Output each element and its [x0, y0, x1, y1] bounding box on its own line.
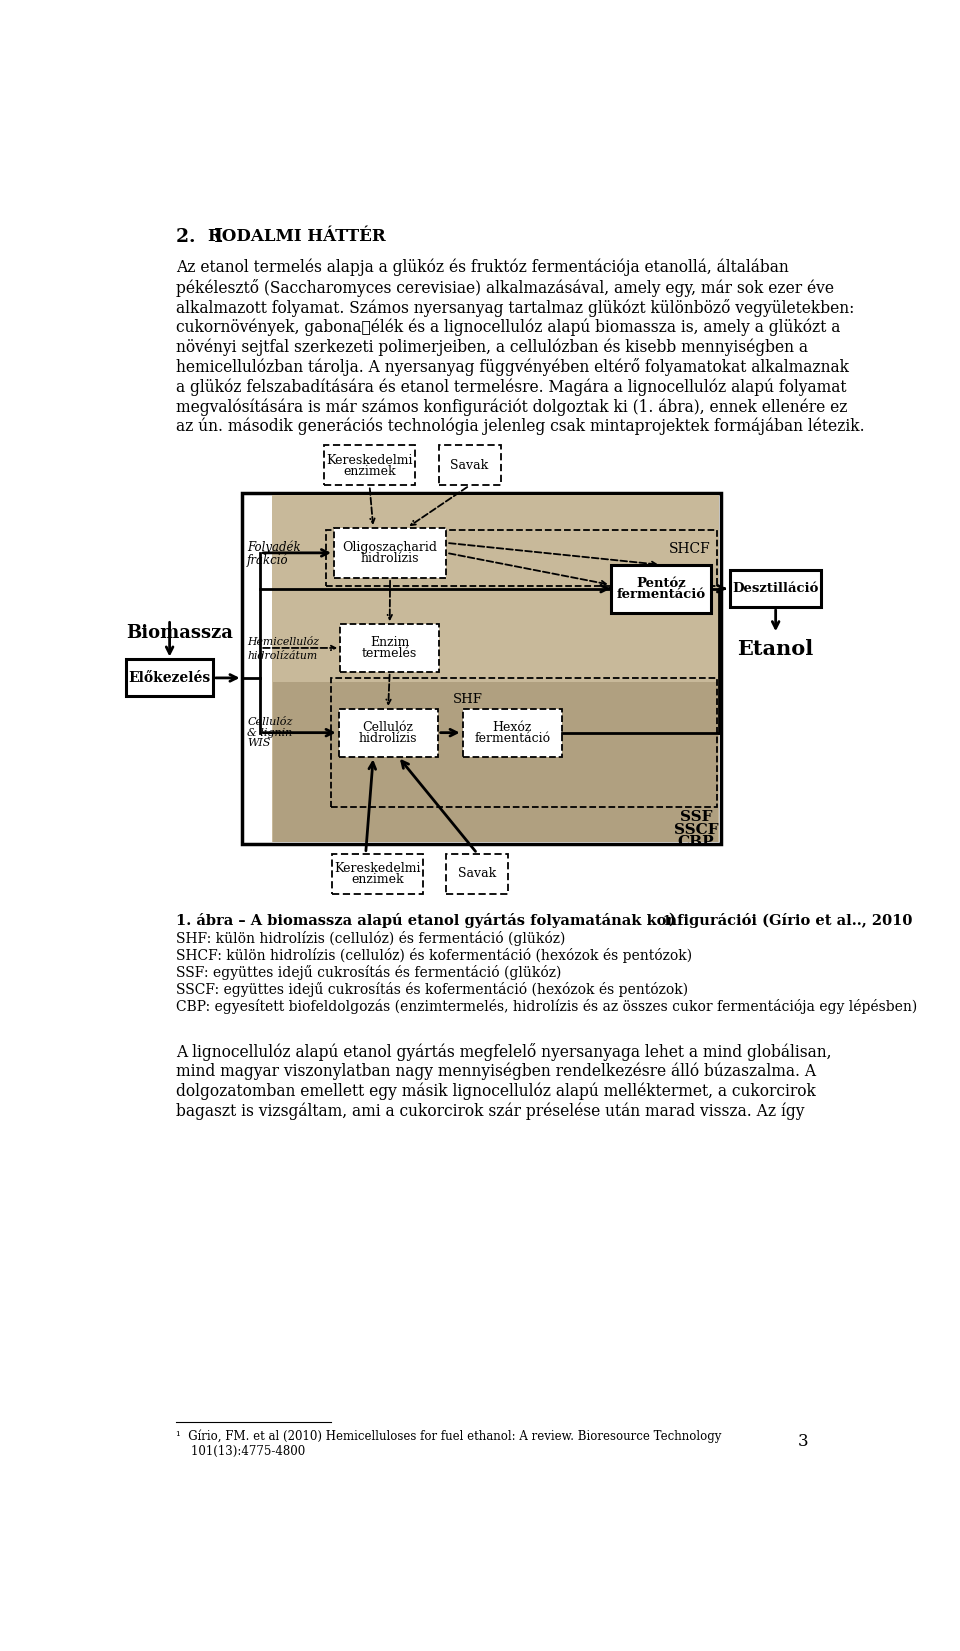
Text: Pentóz: Pentóz	[636, 578, 685, 589]
Text: Enzim: Enzim	[370, 636, 409, 649]
Text: Savak: Savak	[450, 459, 489, 472]
Text: Hexóz: Hexóz	[492, 721, 532, 735]
Text: Oligoszacharid: Oligoszacharid	[343, 542, 438, 555]
Text: SHF: külön hidrolízis (cellulóz) és fermentáció (glükóz): SHF: külön hidrolízis (cellulóz) és ferm…	[176, 931, 565, 946]
Text: a glükóz felszabadítására és etanol termelésre. Magára a lignocellulóz alapú fol: a glükóz felszabadítására és etanol term…	[176, 378, 847, 396]
Bar	[334, 528, 446, 578]
Text: az ún. második generációs technológia jelenleg csak mintaprojektek formájában lé: az ún. második generációs technológia je…	[176, 418, 864, 436]
Text: hidrolízis: hidrolízis	[359, 731, 418, 745]
Text: cukornövények, gabonaفélék és a lignocellulóz alapú biomassza is, amely a glükóz: cukornövények, gabonaفélék és a lignocel…	[176, 319, 840, 337]
Bar	[272, 495, 719, 842]
Text: dolgozatomban emellett egy másik lignocellulóz alapú melléktermet, a cukorcirok: dolgozatomban emellett egy másik lignoce…	[176, 1083, 816, 1100]
Text: Cellulóz: Cellulóz	[247, 717, 293, 726]
Bar	[446, 854, 508, 893]
Text: CBP: CBP	[678, 835, 714, 849]
Bar	[340, 624, 440, 672]
Text: ¹  Gírio, FM. et al (2010) Hemicelluloses for fuel ethanol: A review. Bioresourc: ¹ Gírio, FM. et al (2010) Hemicelluloses…	[176, 1430, 721, 1443]
Bar	[331, 679, 717, 807]
Text: 2. I: 2. I	[176, 228, 223, 246]
Text: WIS: WIS	[247, 738, 271, 748]
Text: frakció: frakció	[247, 553, 289, 566]
Text: SSF: együttes idejű cukrosítás és fermentáció (glükóz): SSF: együttes idejű cukrosítás és fermen…	[176, 966, 562, 981]
Text: Cellulóz: Cellulóz	[363, 721, 414, 735]
Bar	[339, 708, 438, 756]
Text: növényi sejtfal szerkezeti polimerjeiben, a cellulózban és kisebb mennyiségben a: növényi sejtfal szerkezeti polimerjeiben…	[176, 338, 807, 357]
Text: Az etanol termelés alapja a glükóz és fruktóz fermentációja etanollá, általában: Az etanol termelés alapja a glükóz és fr…	[176, 259, 788, 276]
Text: CBP: egyesített biofeldolgozás (enzimtermelés, hidrolízis és az összes cukor fer: CBP: egyesített biofeldolgozás (enzimter…	[176, 999, 917, 1014]
Text: 101(13):4775-4800: 101(13):4775-4800	[176, 1445, 305, 1458]
Text: Kereskedelmi: Kereskedelmi	[326, 454, 413, 467]
Text: SSF: SSF	[680, 811, 712, 824]
Bar	[439, 446, 500, 485]
Text: RODALMI HÁTTÉR: RODALMI HÁTTÉR	[208, 228, 386, 244]
Text: enzimek: enzimek	[351, 873, 403, 887]
Text: 1: 1	[662, 915, 671, 928]
Text: Kereskedelmi: Kereskedelmi	[334, 862, 420, 875]
Text: SHF: SHF	[452, 693, 482, 705]
Text: SSCF: együttes idejű cukrosítás és kofermentáció (hexózok és pentózok): SSCF: együttes idejű cukrosítás és kofer…	[176, 982, 688, 997]
Text: termelés: termelés	[362, 647, 418, 660]
Text: SSCF: SSCF	[674, 822, 718, 837]
Text: SHCF: külön hidrolízis (cellulóz) és kofermentáció (hexózok és pentózok): SHCF: külön hidrolízis (cellulóz) és kof…	[176, 948, 692, 963]
Text: Előkezelés: Előkezelés	[129, 670, 211, 685]
Text: mind magyar viszonylatban nagy mennyiségben rendelkezésre álló búzaszalma. A: mind magyar viszonylatban nagy mennyiség…	[176, 1063, 816, 1080]
Bar	[243, 494, 721, 844]
Bar	[126, 659, 213, 697]
Bar	[324, 446, 416, 485]
Text: Desztilláció: Desztilláció	[732, 583, 819, 594]
Bar	[611, 565, 711, 613]
Text: fermentáció: fermentáció	[616, 588, 706, 601]
Text: pékélesztő (Saccharomyces cerevisiae) alkalmazásával, amely egy, már sok ezer év: pékélesztő (Saccharomyces cerevisiae) al…	[176, 279, 834, 297]
Text: alkalmazott folyamat. Számos nyersanyag tartalmaz glükózt különböző vegyületekbe: alkalmazott folyamat. Számos nyersanyag …	[176, 299, 854, 317]
Text: hidrolízis: hidrolízis	[361, 551, 420, 565]
Bar	[326, 530, 717, 586]
Text: Folyadék: Folyadék	[247, 542, 300, 555]
Text: hemicellulózban tárolja. A nyersanyag függvényében eltérő folyamatokat alkalmazn: hemicellulózban tárolja. A nyersanyag fü…	[176, 358, 849, 376]
Text: Savak: Savak	[458, 867, 496, 880]
Text: Etanol: Etanol	[737, 639, 814, 659]
Bar	[331, 854, 423, 893]
Text: bagaszt is vizsgáltam, ami a cukorcirok szár préselése után marad vissza. Az így: bagaszt is vizsgáltam, ami a cukorcirok …	[176, 1103, 804, 1119]
Text: Biomassza: Biomassza	[126, 624, 233, 642]
Text: 3: 3	[798, 1433, 808, 1450]
Text: SHCF: SHCF	[669, 542, 710, 556]
Bar	[463, 708, 562, 756]
Bar	[274, 682, 717, 842]
Text: enzimek: enzimek	[344, 464, 396, 477]
Text: A lignocellulóz alapú etanol gyártás megfelelő nyersanyaga lehet a mind globális: A lignocellulóz alapú etanol gyártás meg…	[176, 1043, 831, 1062]
Text: ): )	[669, 913, 676, 926]
Text: & lignin: & lignin	[247, 728, 293, 738]
Text: fermentáció: fermentáció	[474, 731, 550, 745]
Text: megvalósítására is már számos konfigurációt dolgoztak ki (1. ábra), ennek ellené: megvalósítására is már számos konfigurác…	[176, 398, 848, 416]
Bar	[730, 570, 822, 608]
Text: Hemicellulóz: Hemicellulóz	[247, 637, 319, 647]
Text: hidrolízátum: hidrolízátum	[247, 650, 318, 660]
Text: 1. ábra – A biomassza alapú etanol gyártás folyamatának konfigurációi (Gírio et : 1. ábra – A biomassza alapú etanol gyárt…	[176, 913, 912, 928]
